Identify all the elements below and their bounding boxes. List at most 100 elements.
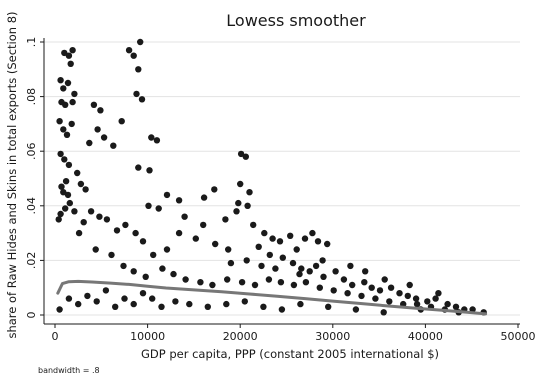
data-point [276,238,284,245]
data-point [146,167,153,174]
data-point [155,205,162,212]
data-point [296,270,303,278]
data-point [84,292,91,300]
data-point [347,262,354,270]
data-point [380,309,387,316]
data-point [65,161,73,169]
data-point [212,240,219,248]
tick-labels: 0 .02 .04 .06 .08 .1 0 10000 20000 30000 40000 5000… [25,37,536,343]
data-point [132,229,139,237]
data-point [372,295,379,302]
x-tick-label: 20000 [223,330,258,343]
lowess-line-group [56,279,488,316]
x-tick-label: 0 [52,330,59,343]
data-point [86,139,93,147]
data-point [75,229,83,237]
x-tick-label: 50000 [501,330,536,343]
data-point [61,101,69,109]
data-point [309,229,316,237]
data-point [237,180,244,188]
data-point [349,281,356,289]
data-point [278,306,286,313]
data-point [120,262,127,270]
data-point [272,265,279,272]
data-point [145,202,152,209]
data-point [90,101,98,109]
data-point [316,284,323,291]
x-tick-label: 10000 [130,330,165,343]
data-point [87,208,95,215]
data-point [324,240,331,248]
data-point [444,300,451,308]
data-point [150,251,157,259]
data-point [192,235,199,242]
data-point [330,287,337,294]
data-point [361,279,368,286]
data-point [241,298,248,305]
data-point [237,150,245,158]
data-point [238,279,246,286]
data-point [332,268,339,275]
data-point [413,300,421,308]
data-point [209,281,216,289]
data-point [302,279,310,286]
data-point [96,213,103,220]
data-point [312,262,320,270]
data-point [452,303,460,310]
data-point [77,180,85,188]
data-point [69,98,76,106]
data-point [297,300,304,308]
chart-title: Lowess smoother [226,11,366,30]
data-point [325,303,332,310]
data-point [320,273,327,280]
data-point [255,243,262,250]
y-tick-label: .02 [25,252,38,270]
data-point [112,303,119,310]
data-point [362,268,369,275]
data-point [113,227,121,234]
data-point [204,303,211,310]
data-point [93,298,100,305]
data-point [344,290,351,297]
data-point [163,246,171,253]
data-point [82,186,89,193]
data-point [64,79,72,87]
data-point [258,262,265,270]
y-tick-label: .1 [25,37,38,48]
data-point [261,229,268,237]
data-point [118,118,125,125]
data-point [57,77,64,84]
data-point [74,169,81,177]
data-point [102,287,110,294]
data-point [314,238,322,245]
data-point [200,221,207,229]
data-point [148,134,155,141]
data-point [376,287,384,294]
data-point [65,295,73,302]
x-tick-label: 40000 [408,330,443,343]
data-point [250,221,257,229]
data-point [233,208,240,215]
data-point [186,300,193,308]
data-point [158,303,165,310]
x-axis-label: GDP per capita, PPP (constant 2005 inter… [141,347,439,361]
data-point [55,216,62,223]
data-point [246,189,253,196]
grid-lines [44,41,520,316]
bandwidth-note: bandwidth = .8 [38,366,100,375]
data-point [60,85,67,92]
data-point [163,191,171,199]
data-point [265,276,273,283]
data-point [306,268,313,275]
data-point [386,298,393,305]
data-point [142,273,149,280]
data-point [404,292,411,300]
data-point [63,131,71,138]
axes [40,38,520,328]
data-point [469,306,476,313]
data-point [435,290,442,297]
data-point [279,254,286,261]
data-point [412,295,420,302]
data-point [227,259,235,267]
